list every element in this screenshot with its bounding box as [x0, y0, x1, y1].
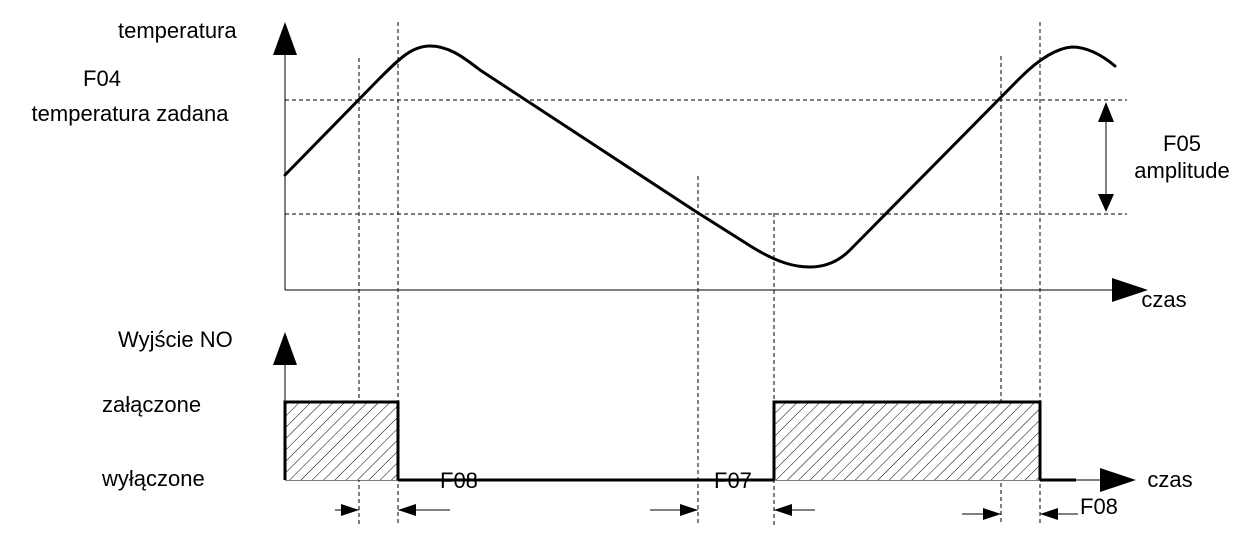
- delay-right-label: F08: [1080, 494, 1118, 519]
- output-axis-label: Wyjście NO: [118, 327, 233, 352]
- output-on-pulse-1: [283, 400, 400, 480]
- delay-mid-arrow-a-icon: [680, 504, 698, 516]
- amplitude-arrow-up-icon: [1098, 102, 1114, 122]
- amplitude-code-label: F05: [1163, 131, 1201, 156]
- setpoint-code-label: F04: [83, 66, 121, 91]
- delay-left-arrow-a-icon: [341, 504, 359, 516]
- setpoint-name-label: temperatura zadana: [32, 101, 230, 126]
- temperature-axis-arrow-icon: [273, 22, 297, 55]
- output-on-pulse-2: [772, 400, 1042, 480]
- delay-right-arrow-b-icon: [1040, 508, 1058, 520]
- delay-left-label: F08: [440, 468, 478, 493]
- delay-right-arrow-a-icon: [983, 508, 1001, 520]
- temperature-axis-label: temperatura: [118, 18, 237, 43]
- time-axis-bottom-arrow-icon: [1100, 468, 1136, 492]
- state-on-label: załączone: [102, 392, 201, 417]
- temperature-curve: [283, 44, 1117, 269]
- output-axis-arrow-icon: [273, 332, 297, 365]
- amplitude-name-label: amplitude: [1134, 158, 1229, 183]
- time-axis-bottom-label: czas: [1147, 467, 1192, 492]
- delay-mid-label: F07: [714, 468, 752, 493]
- time-axis-top-arrow-icon: [1112, 278, 1148, 302]
- amplitude-arrow-down-icon: [1098, 194, 1114, 212]
- time-axis-top-label: czas: [1141, 287, 1186, 312]
- delay-left-arrow-b-icon: [398, 504, 416, 516]
- delay-mid-arrow-b-icon: [774, 504, 792, 516]
- state-off-label: wyłączone: [101, 466, 205, 491]
